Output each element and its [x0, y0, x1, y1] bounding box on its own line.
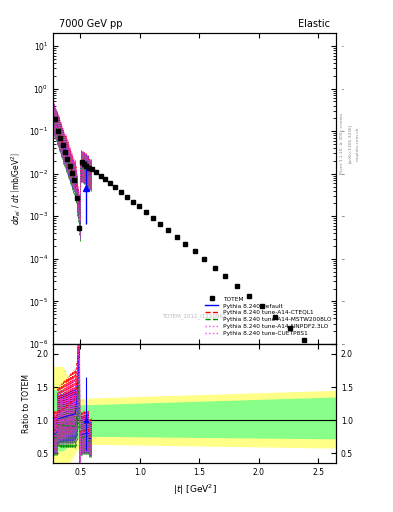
TOTEM — [103, 176, 108, 182]
TOTEM — [65, 156, 70, 162]
TOTEM — [53, 116, 58, 122]
Y-axis label: $d\sigma_{el}\ /\ dt\ \left[\mathrm{mb/GeV}^2\right]$: $d\sigma_{el}\ /\ dt\ \left[\mathrm{mb/G… — [9, 152, 23, 225]
Text: Rivet 3.1.10, ≥ 300k events: Rivet 3.1.10, ≥ 300k events — [340, 113, 344, 174]
TOTEM — [90, 166, 95, 172]
TOTEM — [84, 162, 89, 168]
TOTEM — [202, 256, 206, 262]
TOTEM — [60, 142, 65, 148]
TOTEM — [98, 173, 103, 179]
TOTEM — [82, 160, 86, 166]
TOTEM — [77, 225, 82, 231]
X-axis label: $|t|\ \left[\mathrm{GeV}^2\right]$: $|t|\ \left[\mathrm{GeV}^2\right]$ — [173, 483, 217, 497]
TOTEM — [67, 163, 72, 169]
Text: Elastic: Elastic — [298, 18, 331, 29]
TOTEM — [112, 184, 117, 190]
TOTEM — [260, 303, 264, 309]
TOTEM — [143, 209, 148, 215]
TOTEM — [223, 273, 228, 280]
TOTEM — [183, 241, 187, 247]
TOTEM — [79, 158, 84, 164]
Text: mcplots.cern.ch: mcplots.cern.ch — [356, 126, 360, 161]
TOTEM — [75, 195, 79, 201]
TOTEM — [247, 293, 252, 299]
TOTEM — [72, 177, 77, 183]
TOTEM — [174, 234, 179, 240]
TOTEM — [70, 169, 74, 176]
TOTEM — [55, 127, 60, 134]
TOTEM — [86, 164, 91, 170]
TOTEM — [125, 194, 129, 200]
TOTEM — [118, 189, 123, 195]
TOTEM — [158, 221, 162, 227]
TOTEM — [94, 168, 98, 175]
TOTEM — [108, 180, 112, 186]
TOTEM — [192, 248, 197, 254]
TOTEM — [130, 199, 135, 205]
TOTEM — [136, 203, 141, 209]
TOTEM — [151, 215, 155, 221]
TOTEM — [301, 337, 306, 343]
TOTEM — [62, 148, 67, 155]
Text: TOTEM_2012_I1220962: TOTEM_2012_I1220962 — [162, 313, 227, 319]
TOTEM — [235, 283, 240, 289]
Text: 7000 GeV pp: 7000 GeV pp — [59, 18, 122, 29]
TOTEM — [166, 227, 171, 233]
Legend: TOTEM, Pythia 8.240 default, Pythia 8.240 tune-A14-CTEQL1, Pythia 8.240 tune-A14: TOTEM, Pythia 8.240 default, Pythia 8.24… — [204, 294, 333, 338]
TOTEM — [58, 135, 62, 141]
TOTEM — [212, 265, 217, 271]
TOTEM — [317, 349, 322, 355]
TOTEM — [287, 325, 292, 331]
TOTEM — [273, 314, 278, 320]
Y-axis label: Ratio to TOTEM: Ratio to TOTEM — [22, 374, 31, 433]
Text: [arXiv:1306.3436]: [arXiv:1306.3436] — [348, 124, 352, 163]
Line: TOTEM: TOTEM — [53, 117, 321, 355]
